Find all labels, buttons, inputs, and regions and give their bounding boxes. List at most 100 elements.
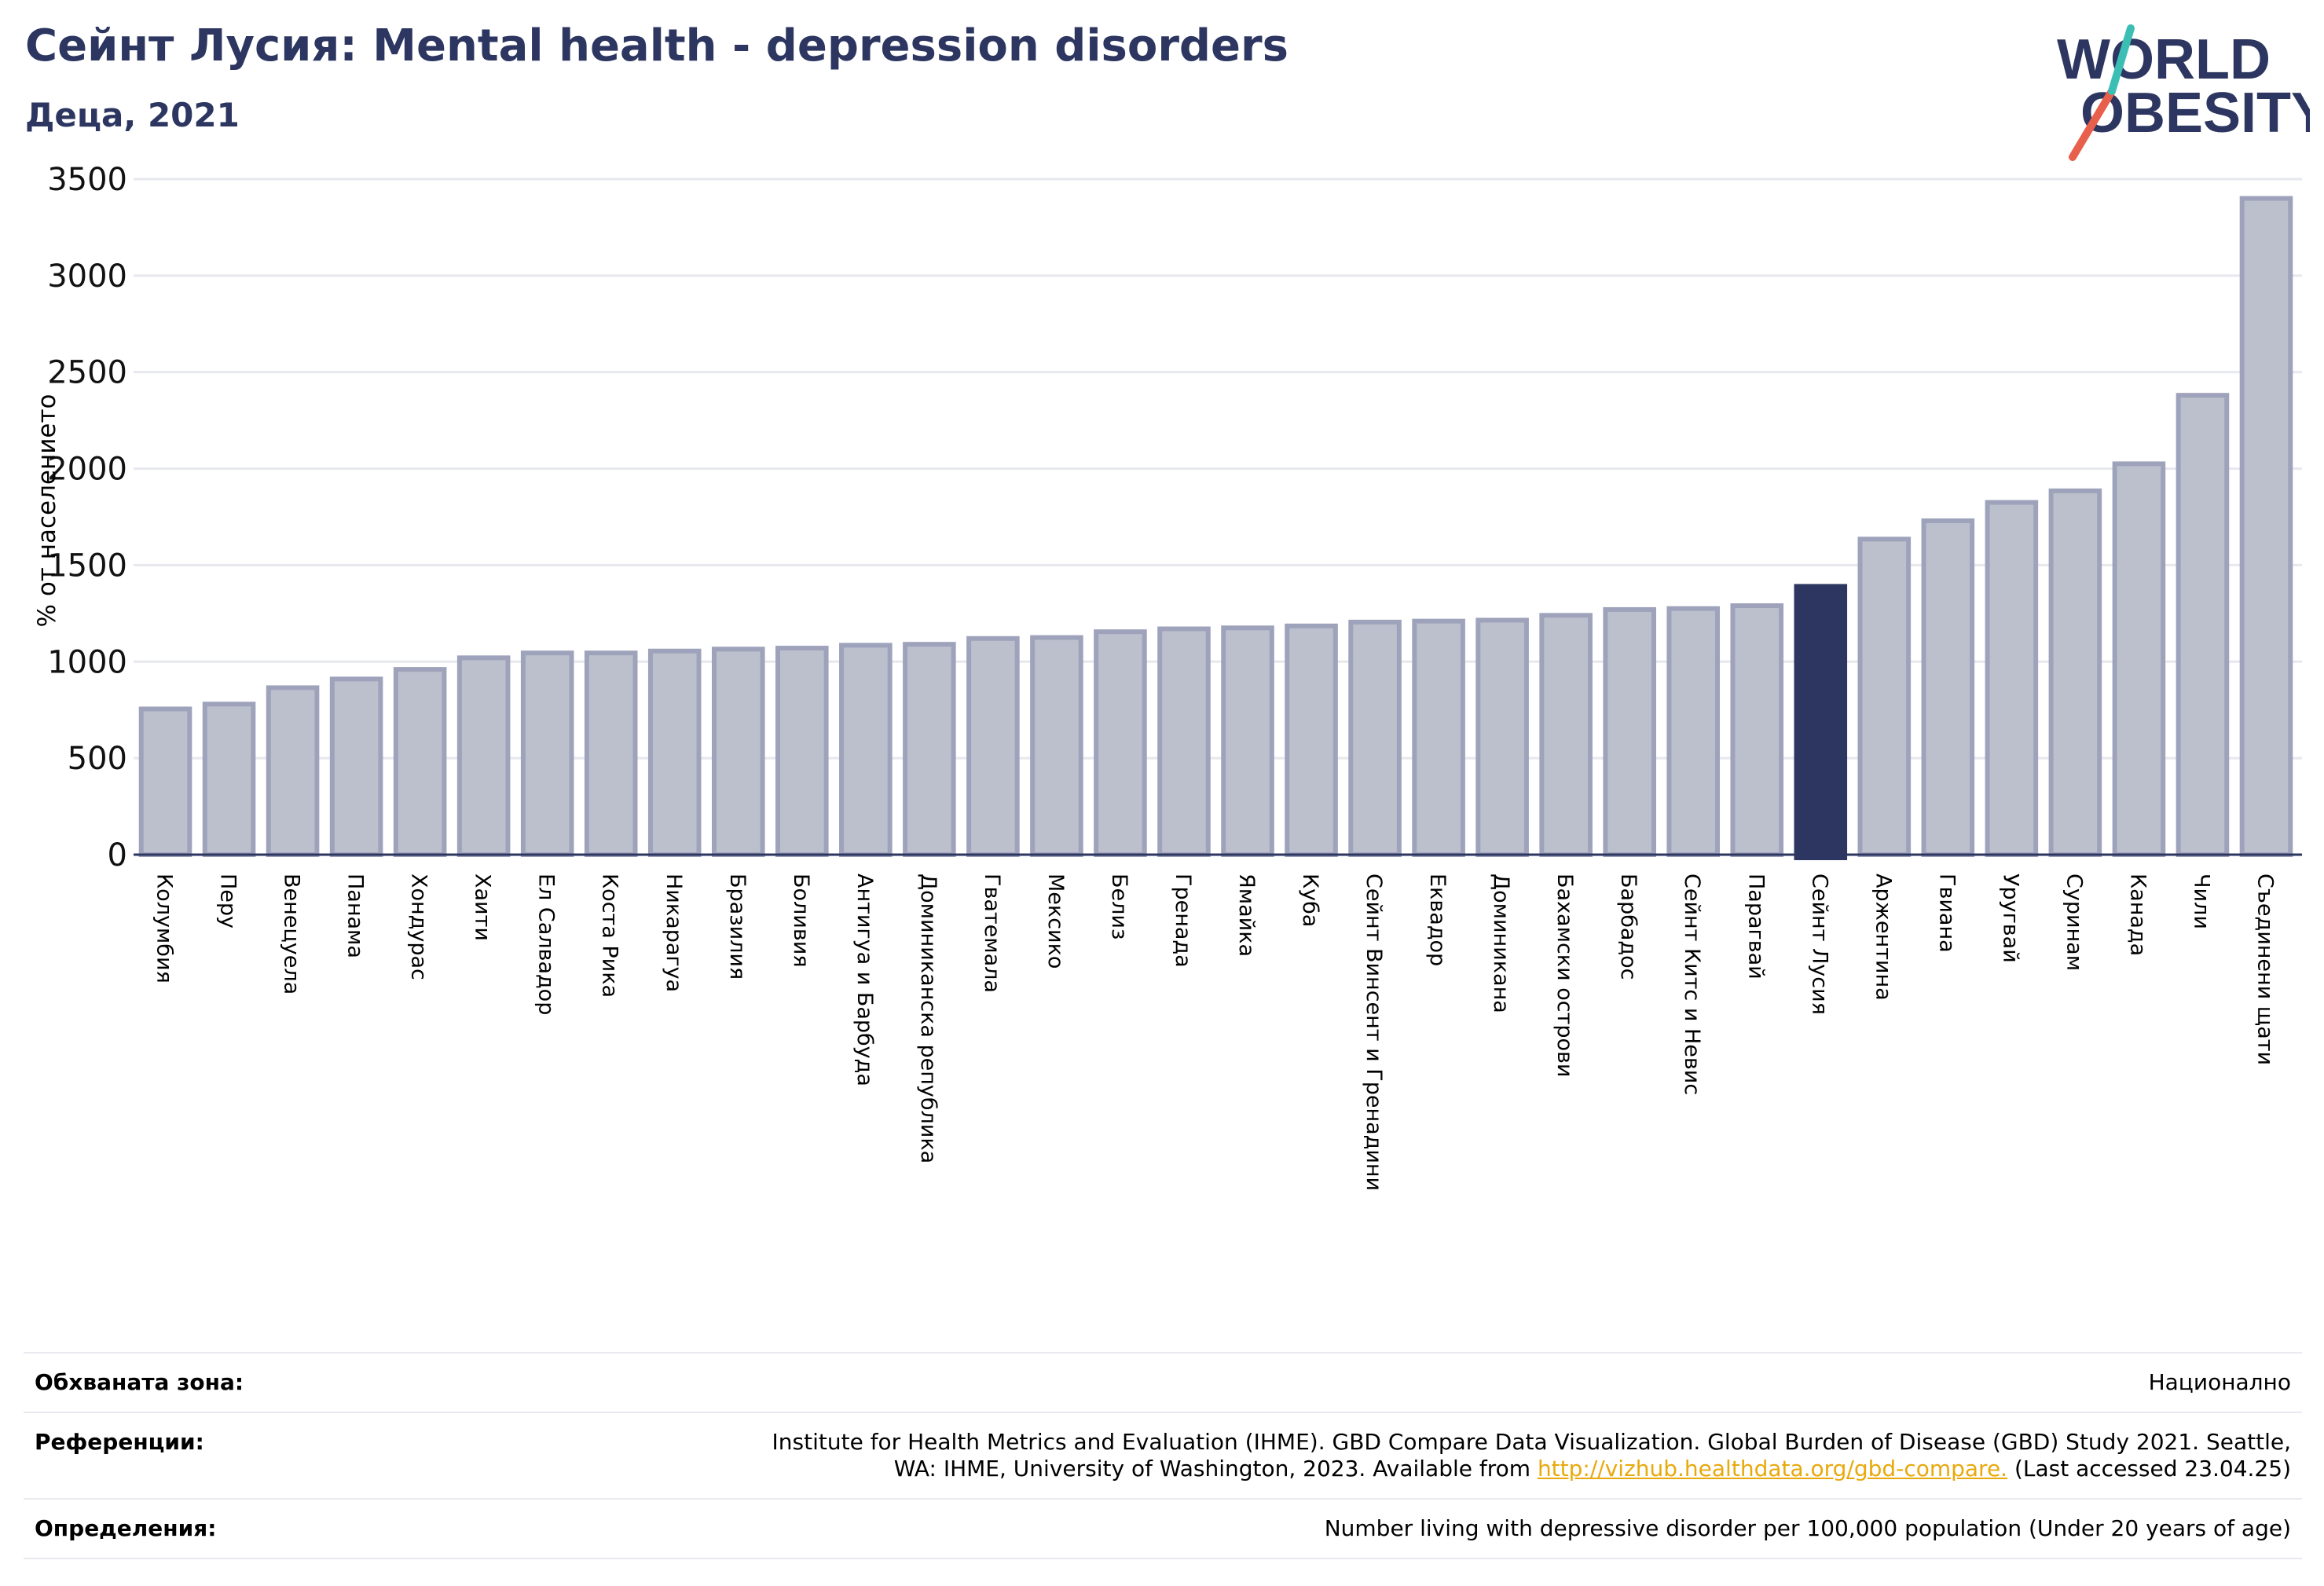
- x-tick-label: Сейнт Винсент и Гренадини: [1362, 874, 1386, 1191]
- x-tick-label: Аржентина: [1871, 874, 1895, 1001]
- y-tick-label: 2000: [47, 452, 127, 488]
- y-tick-label: 2500: [47, 355, 127, 391]
- x-tick-label: Коста Рика: [598, 874, 622, 998]
- x-tick-label: Бразилия: [725, 874, 750, 980]
- x-tick-label: Куба: [1298, 874, 1322, 927]
- bar: [1539, 613, 1593, 857]
- bar: [2112, 461, 2166, 858]
- bar: [138, 706, 192, 857]
- x-tick-label: Съединени щати: [2253, 874, 2277, 1065]
- y-tick-label: 0: [108, 837, 127, 874]
- bar: [1666, 606, 1721, 857]
- x-tick-label: Суринам: [2062, 874, 2086, 971]
- y-tick-label: 1500: [47, 548, 127, 584]
- bar: [1985, 500, 2039, 857]
- bar: [2048, 488, 2102, 857]
- x-tick-label: Перу: [216, 874, 240, 929]
- coverage-value: Национално: [2148, 1369, 2291, 1395]
- references-label: Референции:: [35, 1429, 204, 1455]
- bar: [1030, 635, 1083, 857]
- bar: [966, 635, 1020, 857]
- bar: [775, 646, 829, 857]
- x-tick-label: Бахамски острови: [1552, 874, 1577, 1077]
- bar: [903, 642, 956, 858]
- bar: [1221, 625, 1274, 857]
- bar: [1921, 518, 1975, 858]
- x-tick-label: Барбадос: [1616, 874, 1640, 980]
- logo-slash-teal: [2108, 24, 2135, 95]
- x-axis-labels: Колумбия Перу Венецуела Панама Хондурас Хаити…: [152, 874, 2278, 1191]
- chart-subtitle: Деца, 2021: [25, 96, 240, 134]
- bar: [1157, 626, 1211, 857]
- logo-text-obesity: OBESITY: [2080, 82, 2310, 145]
- x-tick-label: Еквадор: [1425, 874, 1450, 966]
- y-axis-label: % от населението: [33, 394, 61, 628]
- references-line2-post: (Last accessed 23.04.25): [2007, 1456, 2291, 1482]
- x-tick-label: Сейнт Китс и Невис: [1680, 874, 1704, 1095]
- y-tick-label: 3500: [47, 162, 127, 198]
- x-tick-label: Венецуела: [280, 874, 304, 994]
- bar: [520, 650, 574, 857]
- logo-text-world: WORLD: [2057, 28, 2271, 91]
- x-tick-label: Гренада: [1171, 874, 1195, 968]
- x-tick-label: Канада: [2125, 874, 2150, 956]
- definitions-value: Number living with depressive disorder p…: [1324, 1515, 2291, 1541]
- definitions-label: Определения:: [35, 1515, 217, 1541]
- bar: [839, 643, 893, 858]
- bar: [647, 648, 702, 857]
- references-line1: Institute for Health Metrics and Evaluat…: [772, 1429, 2291, 1455]
- x-tick-label: Антигуа и Барбуда: [852, 874, 877, 1086]
- bar-highlighted: [1794, 584, 1848, 860]
- x-tick-label: Доминикана: [1489, 874, 1513, 1013]
- bar: [711, 646, 765, 857]
- bar: [2176, 393, 2230, 857]
- bar: [1475, 617, 1529, 857]
- x-tick-label: Белиз: [1107, 874, 1131, 940]
- bar: [1857, 537, 1912, 857]
- x-tick-label: Гватемала: [980, 874, 1004, 993]
- references-value: Institute for Health Metrics and Evaluat…: [772, 1429, 2291, 1482]
- references-link[interactable]: http://vizhub.healthdata.org/gbd-compare…: [1537, 1456, 2008, 1482]
- x-tick-label: Чили: [2189, 874, 2213, 929]
- coverage-row: Обхваната зона: Национално: [24, 1352, 2302, 1412]
- y-tick-label: 3000: [47, 258, 127, 295]
- y-axis-ticks: 0 500 1000 1500 2000 2500 3000 3500: [47, 162, 127, 874]
- bar: [266, 685, 320, 858]
- bar: [1285, 623, 1338, 857]
- x-tick-label: Никарагуа: [662, 874, 686, 992]
- bar: [393, 667, 447, 857]
- chart-title: Сейнт Лусия: Mental health - depression …: [25, 20, 1288, 71]
- info-table: Обхваната зона: Национално Референции: I…: [24, 1352, 2302, 1559]
- x-tick-label: Колумбия: [152, 874, 177, 983]
- bar: [329, 676, 383, 858]
- bar: [1094, 629, 1147, 857]
- bars: [138, 196, 2293, 860]
- bar: [1412, 618, 1465, 858]
- bar: [1730, 603, 1784, 857]
- x-tick-label: Хондурас: [407, 874, 431, 980]
- x-tick-label: Хаити: [471, 874, 495, 941]
- x-tick-label: Мексико: [1043, 874, 1068, 969]
- x-tick-label: Панама: [343, 874, 368, 958]
- bar: [1348, 619, 1402, 858]
- definitions-row: Определения: Number living with depressi…: [24, 1498, 2302, 1559]
- y-tick-label: 500: [68, 741, 127, 777]
- logo-slash-red: [2069, 87, 2116, 161]
- references-line2-pre: WA: IHME, University of Washington, 2023…: [893, 1456, 1538, 1482]
- x-tick-label: Ел Салвадор: [534, 874, 559, 1015]
- world-obesity-logo: WORLD OBESITY: [2057, 24, 2310, 161]
- x-tick-label: Доминиканска република: [916, 874, 940, 1163]
- y-tick-label: 1000: [47, 644, 127, 680]
- x-tick-label: Боливия: [789, 874, 813, 968]
- x-tick-label: Уругвай: [1998, 874, 2022, 963]
- references-row: Референции: Institute for Health Metrics…: [24, 1412, 2302, 1498]
- bar: [456, 655, 511, 857]
- bar: [1603, 606, 1656, 857]
- x-tick-label: Ямайка: [1234, 874, 1259, 957]
- bar-chart: 0 500 1000 1500 2000 2500 3000 3500 Колумбия Пер…: [33, 162, 2302, 1191]
- x-tick-label: Сейнт Лусия: [1807, 874, 1831, 1015]
- x-tick-label: Парагвай: [1743, 874, 1768, 980]
- coverage-label: Обхваната зона:: [35, 1369, 244, 1395]
- bar: [584, 650, 638, 857]
- bar: [2239, 196, 2293, 858]
